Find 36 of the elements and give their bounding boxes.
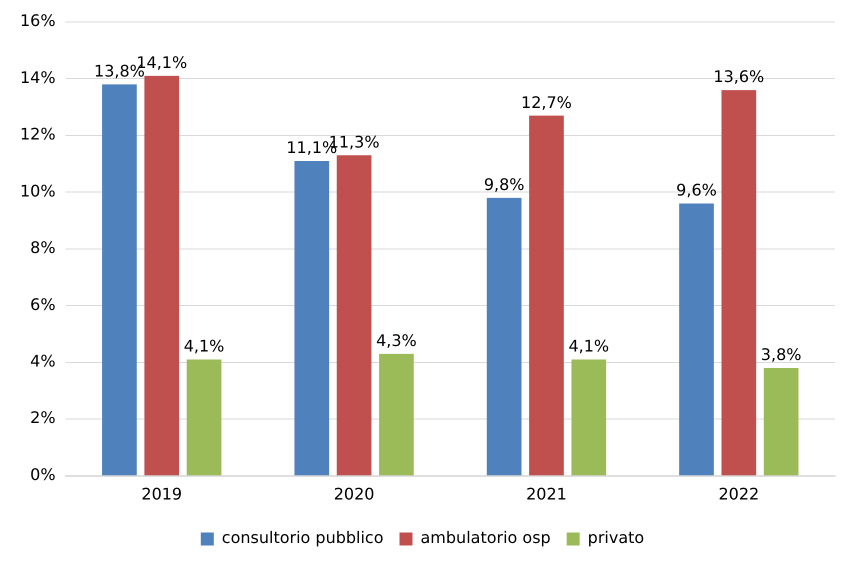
x-tick-label: 2020 xyxy=(334,484,374,504)
x-tick-label: 2022 xyxy=(718,484,760,504)
data-label: 13,6% xyxy=(713,67,764,86)
bar xyxy=(721,90,756,476)
bar xyxy=(379,354,414,476)
y-tick-label: 16% xyxy=(20,11,56,30)
y-tick-label: 4% xyxy=(30,352,56,371)
bar xyxy=(144,76,180,476)
bar xyxy=(336,155,372,476)
bar xyxy=(764,368,798,476)
y-tick-label: 0% xyxy=(30,464,56,484)
y-tick-label: 12% xyxy=(20,124,56,144)
legend-label: ambulatorio osp xyxy=(420,528,551,548)
data-label: 12,7% xyxy=(521,92,572,112)
bar xyxy=(486,198,522,476)
bar xyxy=(186,360,222,476)
data-label: 3,8% xyxy=(760,345,802,364)
x-tick-label: 2019 xyxy=(141,484,182,504)
y-tick-label: 8% xyxy=(30,238,56,258)
bar xyxy=(294,160,330,476)
data-label: 9,8% xyxy=(484,175,524,194)
bar xyxy=(679,204,714,476)
data-label: 4,3% xyxy=(376,330,417,350)
y-tick-label: 10% xyxy=(20,181,56,200)
legend-label: consultorio pubblico xyxy=(222,528,384,548)
legend-label: privato xyxy=(588,528,644,548)
data-label: 4,1% xyxy=(184,336,224,356)
data-label: 9,6% xyxy=(676,180,717,200)
bar xyxy=(571,360,606,476)
y-tick-label: 14% xyxy=(20,68,56,87)
data-label: 4,1% xyxy=(568,336,610,356)
bar xyxy=(102,84,137,476)
bar xyxy=(529,116,564,476)
y-tick-label: 2% xyxy=(30,408,56,428)
y-tick-label: 6% xyxy=(30,294,56,314)
x-tick-label: 2021 xyxy=(526,484,567,504)
